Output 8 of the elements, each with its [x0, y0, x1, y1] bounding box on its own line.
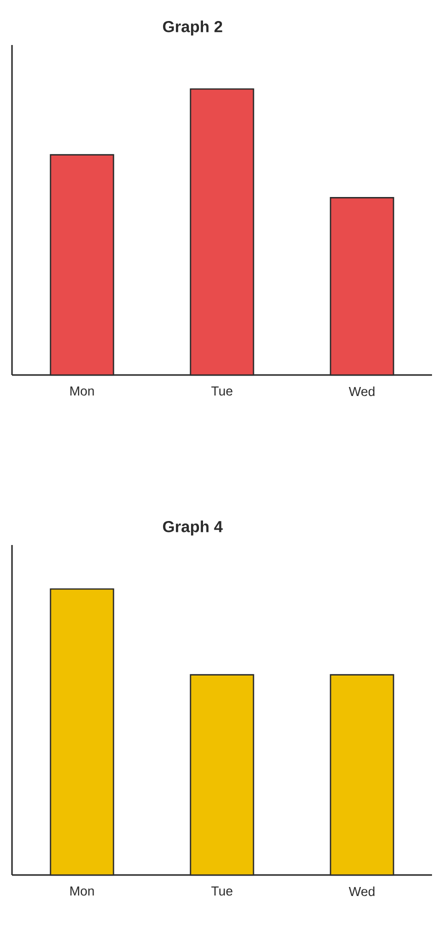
x-tick-label: Mon — [70, 886, 94, 896]
x-tick-label: Wed — [348, 886, 374, 896]
x-tick-label: Mon — [70, 386, 94, 396]
x-tick-label: Wed — [348, 386, 374, 396]
x-tick-label: Tue — [211, 386, 232, 396]
chart-title: Graph 4 — [163, 520, 223, 536]
chart-title: Graph 2 — [163, 20, 222, 36]
x-tick-label: Tue — [211, 886, 232, 896]
